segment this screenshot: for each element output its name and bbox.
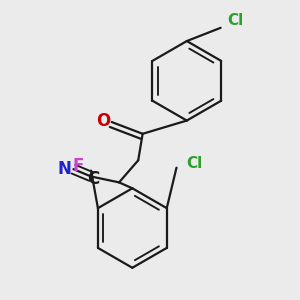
Text: Cl: Cl <box>227 13 244 28</box>
Text: F: F <box>72 157 83 175</box>
Text: O: O <box>96 112 110 130</box>
Text: N: N <box>58 160 71 178</box>
Text: C: C <box>87 170 100 188</box>
Text: Cl: Cl <box>186 156 202 171</box>
